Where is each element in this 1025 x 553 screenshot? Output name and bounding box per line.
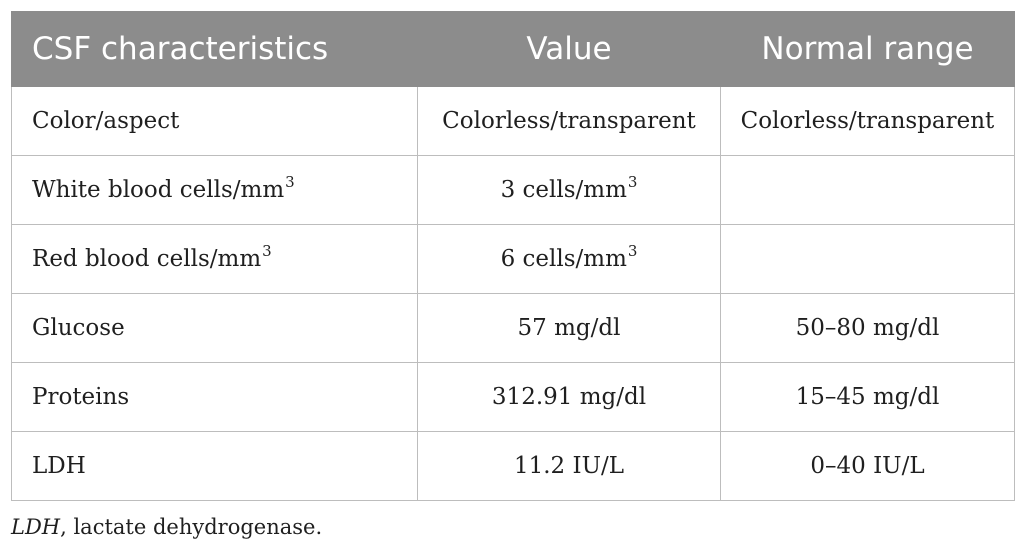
row-label-cell: Color/aspect [11,86,418,156]
row-range: Colorless/transparent [740,108,995,134]
row-label: Red blood cells/mm [32,246,262,272]
superscript: 3 [285,173,295,191]
value-cell: 312.91 mg/dl [417,362,721,432]
row-value: 3 cells/mm [500,177,627,203]
row-label-cell: Proteins [11,362,418,432]
row-range: 50–80 mg/dl [795,315,940,341]
footnote-abbreviation: LDH [11,515,61,539]
row-value: 312.91 mg/dl [491,384,647,410]
row-label-cell: LDH [11,431,418,501]
row-label-cell: White blood cells/mm3 [11,155,418,225]
table-row: LDH 11.2 IU/L 0–40 IU/L [11,431,1015,501]
header-csf-characteristics: CSF characteristics [11,11,418,87]
value-cell: 11.2 IU/L [417,431,721,501]
table-row: Glucose 57 mg/dl 50–80 mg/dl [11,293,1015,363]
row-range: 15–45 mg/dl [795,384,940,410]
row-label-cell: Red blood cells/mm3 [11,224,418,294]
row-label: Color/aspect [32,108,180,134]
value-cell: Colorless/transparent [417,86,721,156]
row-label: White blood cells/mm [32,177,285,203]
range-cell: 0–40 IU/L [720,431,1015,501]
row-value: 57 mg/dl [517,315,621,341]
range-cell: 15–45 mg/dl [720,362,1015,432]
row-label: LDH [32,453,86,479]
row-range: 0–40 IU/L [810,453,925,479]
superscript: 3 [627,173,638,191]
value-cell: 6 cells/mm3 [417,224,721,294]
range-cell: Colorless/transparent [720,86,1015,156]
row-label: Proteins [32,384,130,410]
row-value: Colorless/transparent [442,108,696,134]
value-cell: 3 cells/mm3 [417,155,721,225]
header-value: Value [417,11,721,87]
table-row: Color/aspect Colorless/transparent Color… [11,86,1015,156]
csf-table: CSF characteristics Value Normal range C… [11,11,1015,501]
footnote-text: , lactate dehydrogenase. [60,515,323,539]
table-footnote: LDH, lactate dehydrogenase. [11,515,322,539]
row-label: Glucose [32,315,125,341]
superscript: 3 [627,242,638,260]
table-row: White blood cells/mm3 3 cells/mm3 [11,155,1015,225]
table-row: Proteins 312.91 mg/dl 15–45 mg/dl [11,362,1015,432]
value-cell: 57 mg/dl [417,293,721,363]
range-cell [720,155,1015,225]
table-row: Red blood cells/mm3 6 cells/mm3 [11,224,1015,294]
superscript: 3 [262,242,272,260]
header-normal-range: Normal range [720,11,1015,87]
row-label-cell: Glucose [11,293,418,363]
row-value: 11.2 IU/L [513,453,624,479]
range-cell [720,224,1015,294]
header-row: CSF characteristics Value Normal range [11,11,1015,87]
row-value: 6 cells/mm [500,246,627,272]
range-cell: 50–80 mg/dl [720,293,1015,363]
